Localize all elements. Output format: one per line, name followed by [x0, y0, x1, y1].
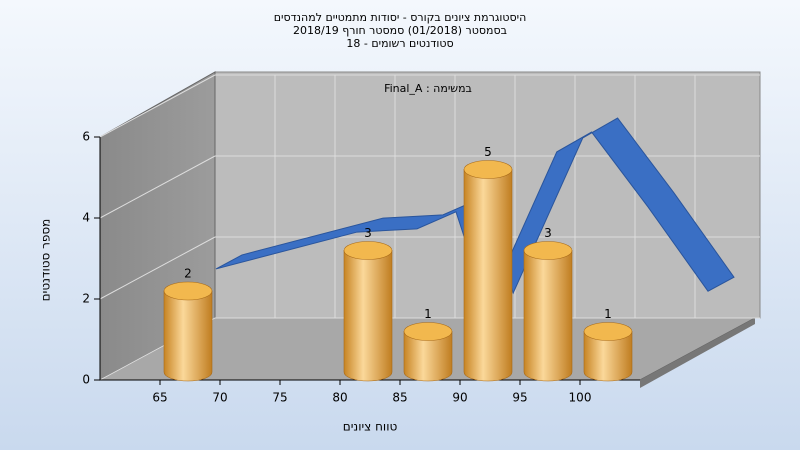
value-label: 3 — [544, 226, 552, 240]
x-tick-label: 90 — [452, 391, 467, 405]
bar-body — [163, 290, 213, 382]
bar — [403, 322, 453, 382]
value-label: 1 — [424, 307, 432, 321]
value-label: 5 — [484, 145, 492, 159]
bar — [463, 160, 513, 382]
title-line: בסמסטר (01/2018) סמסטר חורף 2018/19 — [293, 24, 507, 37]
floor-edge — [640, 318, 755, 388]
bar-top — [583, 322, 633, 341]
value-label: 1 — [604, 307, 612, 321]
x-tick-label: 75 — [272, 391, 287, 405]
x-tick-label: 70 — [212, 391, 227, 405]
x-tick-label: 95 — [512, 391, 527, 405]
bar — [163, 281, 213, 382]
bar-body — [523, 250, 573, 382]
grid-line — [99, 236, 216, 300]
subtitle: Final_A : במשימה — [384, 82, 472, 95]
bar-top — [163, 281, 213, 301]
x-tick-label: 65 — [152, 391, 167, 405]
value-label: 2 — [184, 267, 192, 281]
bar — [523, 241, 573, 382]
bar-body — [343, 250, 393, 382]
y-tick-label: 2 — [82, 292, 90, 306]
title-line: היסטוגרמת ציונים בקורס - יסודות מתמטיים … — [274, 11, 527, 24]
x-tick-label: 100 — [569, 391, 592, 405]
x-tick-label: 80 — [332, 391, 347, 405]
bar-top — [343, 241, 393, 260]
y-tick-label: 4 — [82, 211, 90, 225]
bar — [583, 322, 633, 382]
grid-line — [99, 155, 216, 219]
bar-top — [523, 241, 573, 260]
plot: 0 2 4 6 65 70 75 80 85 90 95 100 2 3 1 5 3 1 — [82, 74, 760, 405]
title-line: סטודנטים רשומים - 18 — [346, 37, 453, 50]
bar-top — [463, 160, 513, 179]
bar-body — [463, 169, 513, 382]
grid-line — [99, 74, 216, 138]
value-label: 3 — [364, 226, 372, 240]
x-axis-label: טווח ציונים — [343, 420, 398, 434]
bar — [343, 241, 393, 382]
y-tick-label: 6 — [82, 130, 90, 144]
x-tick-label: 85 — [392, 391, 407, 405]
bar-body — [583, 331, 633, 382]
bar-top — [403, 322, 453, 341]
y-tick-label: 0 — [82, 373, 90, 387]
y-axis-label: מספר סטודנטים — [39, 219, 53, 302]
bar-body — [403, 331, 453, 382]
